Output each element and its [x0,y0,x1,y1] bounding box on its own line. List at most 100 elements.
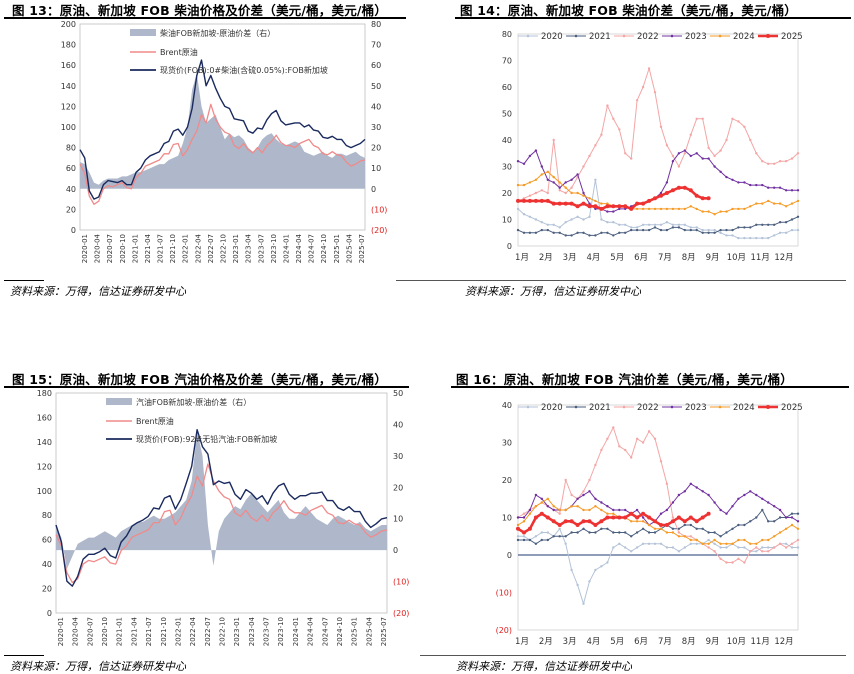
series-point-2022 [630,157,633,160]
legend-marker-2025 [766,34,770,38]
y-axis-tick: 60 [502,83,512,92]
series-line-2020 [518,528,798,605]
series-point-2020 [612,546,615,549]
left-axis-tick: 40 [66,185,76,194]
series-point-2020 [647,223,651,226]
x-axis-tick: 2024-07 [321,617,329,646]
series-point-2022 [784,546,788,549]
series-point-2025 [706,196,711,201]
series-point-2021 [612,234,615,237]
series-point-2024 [516,523,520,527]
legend-label-2020: 2020 [541,32,563,42]
series-point-2021 [540,228,543,232]
x-axis-tick: 2021-10 [169,234,177,263]
series-point-2021 [767,223,770,226]
series-point-2024 [528,181,532,184]
series-point-2025 [659,193,663,198]
x-axis-tick: 2025-07 [358,234,366,263]
fig13-title-underline [4,17,406,19]
x-axis-tick: 2020-04 [94,233,102,263]
series-point-2022 [659,460,663,463]
series-point-2022 [612,117,615,121]
series-point-2020 [701,228,704,232]
series-point-2020 [719,546,722,549]
series-point-2020 [570,218,573,221]
series-point-2021 [624,231,627,234]
series-point-2020 [522,535,526,538]
series-point-2022 [707,546,710,549]
series-point-2025 [629,511,634,516]
fig15-chart: 0 20 40 60 80 100 120 140 160 180 (20) (10) 0 10 20 30 4… [37,389,410,646]
series-point-2025 [563,519,568,524]
series-point-2020 [641,223,645,226]
series-point-2025 [635,515,640,520]
series-point-2025 [694,519,699,524]
series-point-2022 [641,441,645,444]
series-point-2020 [576,215,579,218]
series-point-2021 [641,228,645,232]
series-point-2023 [713,165,716,168]
legend-marker-2021 [574,34,578,38]
series-point-2025 [688,515,693,520]
series-point-2023 [576,497,579,500]
series-point-2023 [737,497,740,500]
series-point-2023 [540,497,543,500]
series-point-2024 [540,501,543,504]
series-point-2025 [587,519,592,524]
series-point-2022 [671,516,675,519]
series-point-2023 [588,490,591,493]
x-axis-tick: 2024-01 [292,617,300,646]
x-axis-tick: 5月 [610,637,624,647]
series-point-2023 [594,497,597,500]
series-point-2022 [582,490,585,493]
x-axis-tick: 2025-04 [365,616,373,646]
x-axis-tick: 12月 [774,637,793,647]
series-point-2020 [695,542,698,545]
series-line-2022 [517,67,799,202]
series-point-2020 [790,228,794,232]
series-point-2021 [689,228,692,232]
series-point-2023 [683,149,686,152]
series-point-2024 [683,207,686,211]
series-point-2023 [582,191,585,195]
series-point-2023 [713,501,716,504]
right-axis-tick: 0 [393,546,398,555]
series-brent-line [55,463,388,584]
x-axis-tick: 4月 [586,637,600,647]
series-point-2022 [564,478,567,482]
series-point-2025 [533,198,538,203]
series-point-2024 [570,505,573,508]
series-point-2020 [683,546,686,549]
series-point-2024 [600,202,603,205]
series-point-2021 [582,231,585,234]
fig15-source-line [4,655,44,656]
series-point-2023 [516,160,520,163]
fig13-source: 资料来源：万得，信达证券研发中心 [10,285,186,298]
series-point-2022 [612,426,615,429]
series-point-2023 [719,508,722,512]
series-point-2021 [606,527,609,530]
series-point-2024 [522,520,526,523]
series-point-2024 [564,508,567,512]
series-point-2024 [558,508,561,512]
series-point-2021 [737,226,740,229]
legend-swatch-spread [130,29,156,36]
series-point-2024 [677,535,681,538]
series-point-2025 [653,196,657,201]
series-point-2020 [707,228,710,232]
series-point-2023 [755,183,758,187]
x-axis-tick: 2022-01 [174,617,182,646]
legend-marker-2021 [574,405,578,409]
right-axis-tick: (20) [393,609,409,618]
series-point-2020 [522,213,526,216]
series-point-2025 [641,201,646,206]
series-point-2020 [516,535,520,538]
series-point-2020 [570,568,573,572]
legend-label-spot: 现货价(FOB):92#无铅汽油:FOB新加坡 [136,434,277,444]
series-point-2024 [600,508,603,512]
x-axis-tick: 2021-04 [130,616,138,646]
series-point-2021 [707,231,710,234]
series-point-2023 [528,508,532,512]
fig14-title: 图 14：原油、新加坡 FOB 柴油价差（美元/桶，美元/桶） [460,3,797,18]
series-point-2022 [671,154,675,158]
